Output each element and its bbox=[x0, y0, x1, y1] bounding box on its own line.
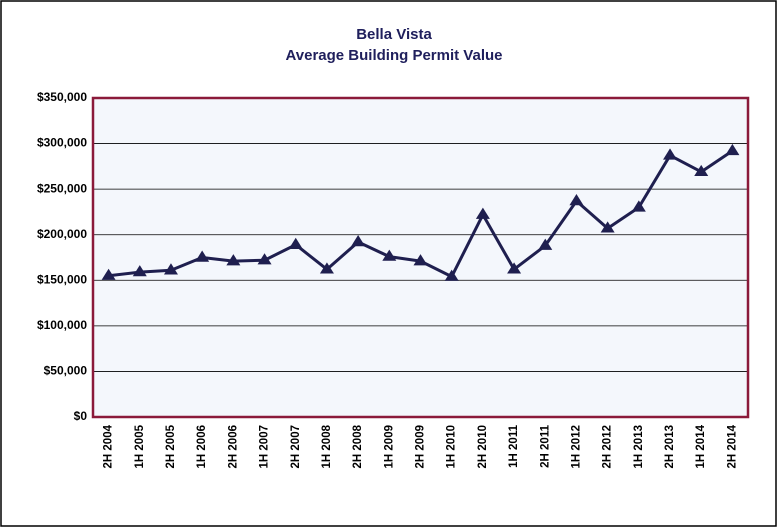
x-tick-label: 2H 2004 bbox=[103, 424, 115, 468]
y-tick-label: $350,000 bbox=[37, 90, 87, 104]
y-tick-label: $150,000 bbox=[37, 272, 87, 286]
data-point bbox=[600, 221, 615, 233]
x-tick-label: 1H 2011 bbox=[508, 424, 520, 467]
data-point bbox=[631, 200, 646, 212]
x-tick-label: 2H 2007 bbox=[290, 425, 302, 468]
chart-subtitle: Average Building Permit Value bbox=[285, 47, 502, 64]
data-point bbox=[507, 262, 522, 274]
x-tick-label: 2H 2014 bbox=[726, 424, 738, 468]
data-point bbox=[195, 250, 210, 262]
data-point bbox=[538, 238, 553, 250]
plot-border bbox=[91, 96, 750, 419]
x-tick-label: 2H 2006 bbox=[227, 425, 239, 468]
x-tick-label: 2H 2008 bbox=[352, 424, 364, 468]
x-tick-label: 1H 2013 bbox=[633, 425, 645, 468]
x-tick-label: 2H 2005 bbox=[165, 424, 177, 468]
data-point bbox=[288, 237, 303, 249]
data-point bbox=[351, 235, 366, 247]
data-point bbox=[101, 268, 116, 280]
x-tick-label: 2H 2011 bbox=[539, 424, 551, 467]
x-tick-label: 1H 2007 bbox=[259, 425, 271, 468]
y-tick-label: $200,000 bbox=[37, 227, 87, 241]
data-point bbox=[163, 263, 178, 275]
data-point bbox=[413, 254, 428, 266]
x-tick-label: 2H 2010 bbox=[477, 425, 489, 468]
x-tick-label: 1H 2006 bbox=[196, 425, 208, 468]
x-tick-label: 1H 2008 bbox=[321, 424, 333, 468]
y-tick-label: $250,000 bbox=[37, 181, 87, 195]
y-tick-label: $0 bbox=[74, 409, 88, 423]
data-point bbox=[132, 265, 147, 277]
data-point bbox=[725, 143, 740, 156]
y-tick-label: $50,000 bbox=[44, 364, 88, 378]
y-tick-label: $300,000 bbox=[37, 136, 87, 150]
x-tick-label: 2H 2012 bbox=[602, 425, 614, 468]
data-point bbox=[226, 254, 241, 266]
data-point bbox=[663, 148, 678, 160]
chart-title: Bella Vista bbox=[356, 26, 432, 43]
x-tick-label: 1H 2009 bbox=[383, 425, 395, 468]
data-point bbox=[475, 207, 490, 219]
data-point bbox=[444, 269, 459, 281]
data-point bbox=[257, 253, 272, 265]
data-point bbox=[569, 193, 584, 206]
y-tick-label: $100,000 bbox=[37, 318, 87, 332]
x-tick-label: 2H 2013 bbox=[664, 425, 676, 468]
x-tick-label: 1H 2012 bbox=[570, 425, 582, 468]
data-point bbox=[694, 164, 709, 177]
data-point bbox=[382, 249, 397, 261]
x-tick-label: 1H 2014 bbox=[695, 424, 707, 468]
x-tick-label: 1H 2005 bbox=[134, 424, 146, 468]
x-tick-label: 2H 2009 bbox=[415, 425, 427, 468]
data-point bbox=[319, 262, 334, 274]
x-tick-label: 1H 2010 bbox=[446, 425, 458, 468]
